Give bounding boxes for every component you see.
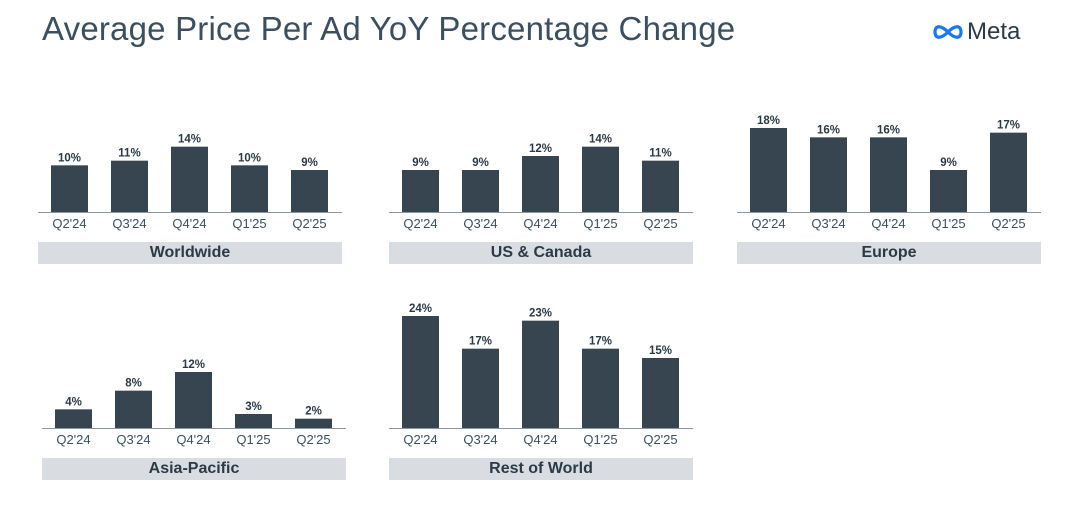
data-label: 14% xyxy=(178,134,201,146)
x-tick-label: Q2'25 xyxy=(643,216,677,231)
chart-panel-rest-of-world: 24% Q2'24 17% Q3'24 23% Q4'24 17% Q1'25 15% Q2'25… xyxy=(389,256,693,486)
data-label: 10% xyxy=(238,152,261,164)
x-tick-label: Q1'25 xyxy=(583,216,617,231)
chart-caption: US & Canada xyxy=(389,242,693,264)
bar xyxy=(642,358,679,428)
data-label: 9% xyxy=(412,157,429,169)
x-tick-label: Q1'25 xyxy=(236,432,270,447)
bar xyxy=(462,170,499,212)
x-tick-label: Q3'24 xyxy=(463,216,497,231)
data-label: 17% xyxy=(469,336,492,348)
x-tick-label: Q3'24 xyxy=(112,216,146,231)
meta-infinity-icon xyxy=(933,25,963,39)
x-tick-label: Q2'24 xyxy=(52,216,86,231)
data-label: 23% xyxy=(529,308,552,320)
bar xyxy=(175,372,212,428)
data-label: 17% xyxy=(589,336,612,348)
data-label: 2% xyxy=(305,406,322,418)
x-tick-label: Q3'24 xyxy=(116,432,150,447)
chart-panel-worldwide: 10% Q2'24 11% Q3'24 14% Q4'24 10% Q1'25 9% Q2'25 … xyxy=(38,40,342,270)
bar xyxy=(462,348,499,428)
data-label: 14% xyxy=(589,134,612,146)
data-label: 16% xyxy=(877,124,900,136)
bar xyxy=(810,137,847,212)
data-label: 16% xyxy=(817,124,840,136)
bar xyxy=(522,156,559,212)
chart-caption: Rest of World xyxy=(389,458,693,480)
bar xyxy=(55,409,92,428)
chart-panel-europe: 18% Q2'24 16% Q3'24 16% Q4'24 9% Q1'25 17% Q2'25 … xyxy=(737,40,1041,270)
chart-worldwide: 10% Q2'24 11% Q3'24 14% Q4'24 10% Q1'25 9% Q2'25 xyxy=(38,134,342,231)
bar xyxy=(522,320,559,428)
data-label: 9% xyxy=(301,157,318,169)
page-title: Average Price Per Ad YoY Percentage Chan… xyxy=(42,10,736,47)
bar xyxy=(402,170,439,212)
x-tick-label: Q3'24 xyxy=(463,432,497,447)
bar xyxy=(402,316,439,428)
x-tick-label: Q1'25 xyxy=(232,216,266,231)
x-tick-label: Q1'25 xyxy=(583,432,617,447)
data-label: 3% xyxy=(245,401,262,413)
x-tick-label: Q4'24 xyxy=(176,432,210,447)
chart-asia-pacific: 4% Q2'24 8% Q3'24 12% Q4'24 3% Q1'25 2% Q2'25 xyxy=(42,359,346,447)
data-label: 15% xyxy=(649,345,672,357)
x-tick-label: Q1'25 xyxy=(931,216,965,231)
bar xyxy=(930,170,967,212)
bar xyxy=(582,146,619,212)
data-label: 4% xyxy=(65,396,82,408)
chart-panel-us-canada: 9% Q2'24 9% Q3'24 12% Q4'24 14% Q1'25 11% Q2'25 U… xyxy=(389,40,693,270)
x-tick-label: Q2'24 xyxy=(751,216,785,231)
chart-panel-asia-pacific: 4% Q2'24 8% Q3'24 12% Q4'24 3% Q1'25 2% Q2'25 Asi… xyxy=(42,256,346,486)
chart-us-canada: 9% Q2'24 9% Q3'24 12% Q4'24 14% Q1'25 11% Q2'25 xyxy=(389,134,693,231)
x-tick-label: Q2'24 xyxy=(403,432,437,447)
bar xyxy=(291,170,328,212)
bar xyxy=(235,414,272,428)
data-label: 11% xyxy=(649,148,671,160)
bar xyxy=(115,390,152,428)
x-tick-label: Q2'25 xyxy=(296,432,330,447)
bar xyxy=(51,165,88,212)
data-label: 8% xyxy=(125,378,142,390)
bar xyxy=(231,165,268,212)
x-tick-label: Q4'24 xyxy=(172,216,206,231)
meta-logo-text: Meta xyxy=(967,18,1021,45)
chart-europe: 18% Q2'24 16% Q3'24 16% Q4'24 9% Q1'25 17% Q2'25 xyxy=(737,115,1041,231)
data-label: 9% xyxy=(472,157,489,169)
data-label: 17% xyxy=(997,120,1020,132)
chart-caption: Worldwide xyxy=(38,242,342,264)
bar xyxy=(870,137,907,212)
x-tick-label: Q2'25 xyxy=(292,216,326,231)
data-label: 18% xyxy=(757,115,780,127)
chart-rest-of-world: 24% Q2'24 17% Q3'24 23% Q4'24 17% Q1'25 15% Q2'25 xyxy=(389,303,693,447)
bar xyxy=(642,160,679,212)
meta-logo: Meta xyxy=(932,18,1020,46)
x-tick-label: Q2'25 xyxy=(991,216,1025,231)
x-tick-label: Q3'24 xyxy=(811,216,845,231)
data-label: 12% xyxy=(182,359,205,371)
x-tick-label: Q2'24 xyxy=(403,216,437,231)
bar xyxy=(750,128,787,212)
data-label: 9% xyxy=(940,157,957,169)
data-label: 10% xyxy=(58,152,81,164)
bar xyxy=(990,132,1027,212)
data-label: 11% xyxy=(118,148,140,160)
chart-caption: Europe xyxy=(737,242,1041,264)
chart-caption: Asia-Pacific xyxy=(42,458,346,480)
bar xyxy=(295,418,332,428)
bar xyxy=(171,146,208,212)
x-tick-label: Q2'24 xyxy=(56,432,90,447)
bar xyxy=(111,160,148,212)
x-tick-label: Q4'24 xyxy=(871,216,905,231)
x-tick-label: Q4'24 xyxy=(523,216,557,231)
data-label: 24% xyxy=(409,303,432,315)
bar xyxy=(582,348,619,428)
data-label: 12% xyxy=(529,143,552,155)
x-tick-label: Q2'25 xyxy=(643,432,677,447)
x-tick-label: Q4'24 xyxy=(523,432,557,447)
